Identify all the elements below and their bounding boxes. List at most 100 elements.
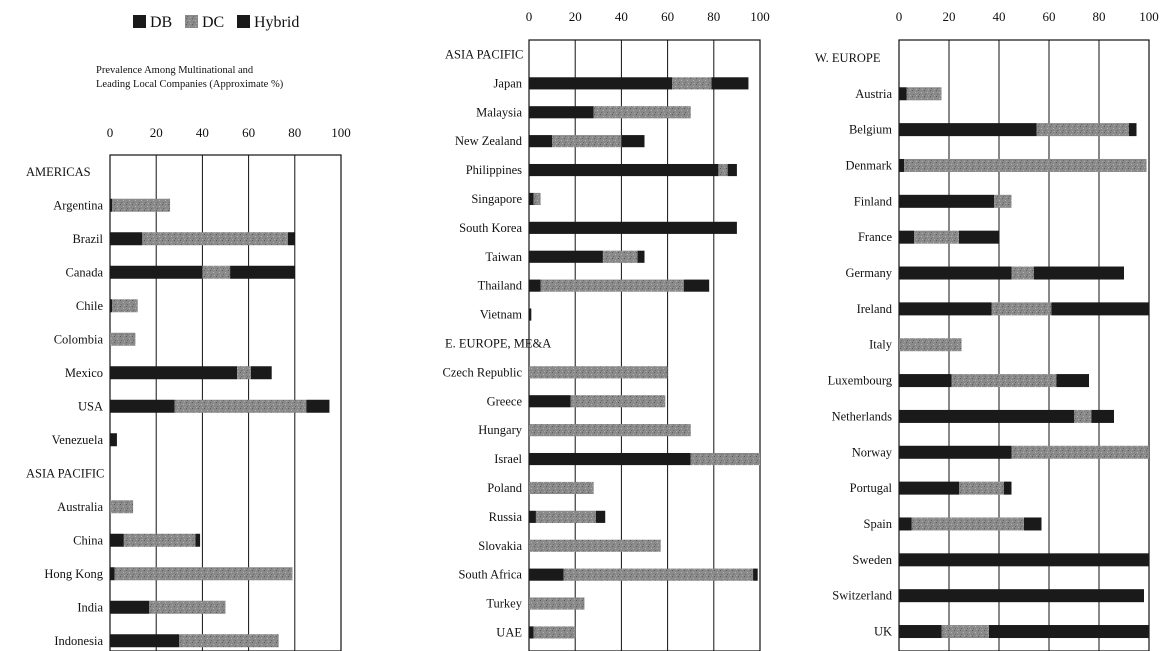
- row-label-norway: Norway: [852, 445, 893, 459]
- row-label-germany: Germany: [845, 266, 892, 280]
- bar-hybrid-russia: [595, 510, 606, 523]
- bar-db-israel: [529, 452, 691, 466]
- bar-dc-israel: [690, 452, 760, 466]
- bar-db-singapore: [529, 192, 534, 206]
- bar-hybrid-netherlands: [1091, 409, 1114, 423]
- x-tick-label: 40: [993, 9, 1006, 24]
- bar-dc-philippines: [718, 163, 728, 177]
- bar-hybrid-france: [959, 230, 999, 244]
- bar-hybrid-germany: [1034, 266, 1124, 280]
- row-label-spain: Spain: [864, 517, 893, 531]
- bar-dc-japan: [672, 77, 712, 90]
- bar-dc-uae: [533, 626, 576, 639]
- row-label-venezuela: Venezuela: [52, 433, 104, 447]
- bar-hybrid-canada: [230, 265, 295, 279]
- x-tick-label: 0: [107, 125, 114, 140]
- row-label-sweden: Sweden: [852, 553, 892, 567]
- bar-dc-canada: [202, 265, 231, 279]
- bar-db-netherlands: [899, 409, 1074, 423]
- bar-dc-austria: [906, 87, 942, 101]
- row-label-czech-republic: Czech Republic: [443, 365, 523, 379]
- legend: DB DC Hybrid: [133, 14, 299, 31]
- bar-db-greece: [529, 395, 571, 408]
- bar-db-hong-kong: [110, 567, 115, 581]
- bar-db-austria: [899, 87, 907, 101]
- bar-db-argentina: [110, 198, 113, 212]
- x-tick-label: 100: [750, 9, 770, 24]
- bar-dc-russia: [535, 510, 596, 523]
- bar-db-denmark: [899, 158, 904, 172]
- row-label-japan: Japan: [494, 76, 523, 90]
- row-label-greece: Greece: [487, 394, 523, 408]
- bar-db-finland: [899, 194, 994, 208]
- row-label-south-africa: South Africa: [458, 568, 522, 582]
- section-header: ASIA PACIFIC: [26, 466, 104, 480]
- bar-hybrid-usa: [306, 399, 330, 413]
- bar-dc-usa: [174, 399, 307, 413]
- section-header: ASIA PACIFIC: [445, 47, 523, 61]
- section-header: AMERICAS: [26, 165, 91, 179]
- bar-db-belgium: [899, 123, 1037, 137]
- bar-hybrid-thailand: [683, 279, 710, 292]
- bar-dc-luxembourg: [951, 374, 1057, 388]
- row-label-chile: Chile: [76, 299, 104, 313]
- row-label-colombia: Colombia: [54, 332, 104, 346]
- row-label-poland: Poland: [487, 481, 522, 495]
- x-tick-label: 20: [943, 9, 956, 24]
- bar-hybrid-new-zealand: [621, 135, 645, 148]
- bar-hybrid-brazil: [287, 232, 295, 246]
- bar-dc-portugal: [959, 481, 1004, 495]
- x-tick-label: 60: [661, 9, 674, 24]
- bar-hybrid-china: [195, 533, 201, 547]
- row-label-indonesia: Indonesia: [54, 634, 103, 648]
- row-label-slovakia: Slovakia: [478, 539, 522, 553]
- bar-dc-uk: [941, 625, 989, 639]
- x-tick-label: 80: [1093, 9, 1106, 24]
- bar-hybrid-uk: [989, 625, 1149, 639]
- bar-db-ireland: [899, 302, 992, 316]
- bar-hybrid-spain: [1024, 517, 1042, 531]
- plot-frame: [528, 39, 761, 651]
- bar-dc-malaysia: [593, 106, 691, 119]
- bar-hybrid-belgium: [1129, 123, 1137, 137]
- bar-db-india: [110, 600, 150, 614]
- bar-db-malaysia: [529, 106, 594, 119]
- chart-subtitle-line-2: Leading Local Companies (Approximate %): [96, 79, 284, 90]
- bar-hybrid-ireland: [1051, 302, 1149, 316]
- bar-dc-norway: [1011, 445, 1149, 459]
- row-label-netherlands: Netherlands: [832, 409, 893, 423]
- bar-db-indonesia: [110, 634, 180, 648]
- row-label-ireland: Ireland: [857, 302, 893, 316]
- bar-db-portugal: [899, 481, 959, 495]
- section-header: E. EUROPE, ME&A: [445, 336, 551, 350]
- bar-db-japan: [529, 77, 673, 90]
- bar-db-south-korea: [529, 221, 737, 234]
- x-tick-label: 0: [896, 9, 903, 24]
- chart-subtitle-line-1: Prevalence Among Multinational and: [96, 65, 254, 76]
- x-tick-label: 100: [1139, 9, 1159, 24]
- legend-label-db: DB: [150, 14, 172, 31]
- x-tick-label: 20: [569, 9, 582, 24]
- section-header: W. EUROPE: [815, 51, 881, 65]
- bar-dc-hungary: [529, 424, 691, 437]
- row-label-belgium: Belgium: [849, 123, 892, 137]
- bar-dc-indonesia: [179, 634, 279, 648]
- bar-db-new-zealand: [529, 135, 553, 148]
- bar-db-taiwan: [529, 250, 603, 263]
- row-label-luxembourg: Luxembourg: [828, 374, 893, 388]
- bar-dc-turkey: [529, 597, 585, 610]
- bar-db-germany: [899, 266, 1012, 280]
- row-label-brazil: Brazil: [72, 232, 103, 246]
- bar-hybrid-japan: [711, 77, 749, 90]
- x-tick-label: 60: [1043, 9, 1056, 24]
- bar-db-uk: [899, 625, 942, 639]
- bar-db-venezuela: [110, 433, 117, 447]
- bar-db-sweden: [899, 553, 1149, 567]
- row-label-south-korea: South Korea: [459, 221, 522, 235]
- bar-hybrid-portugal: [1004, 481, 1012, 495]
- row-label-france: France: [858, 230, 892, 244]
- row-label-austria: Austria: [855, 87, 892, 101]
- row-label-russia: Russia: [489, 510, 523, 524]
- row-label-canada: Canada: [66, 265, 104, 279]
- bar-db-mexico: [110, 366, 238, 380]
